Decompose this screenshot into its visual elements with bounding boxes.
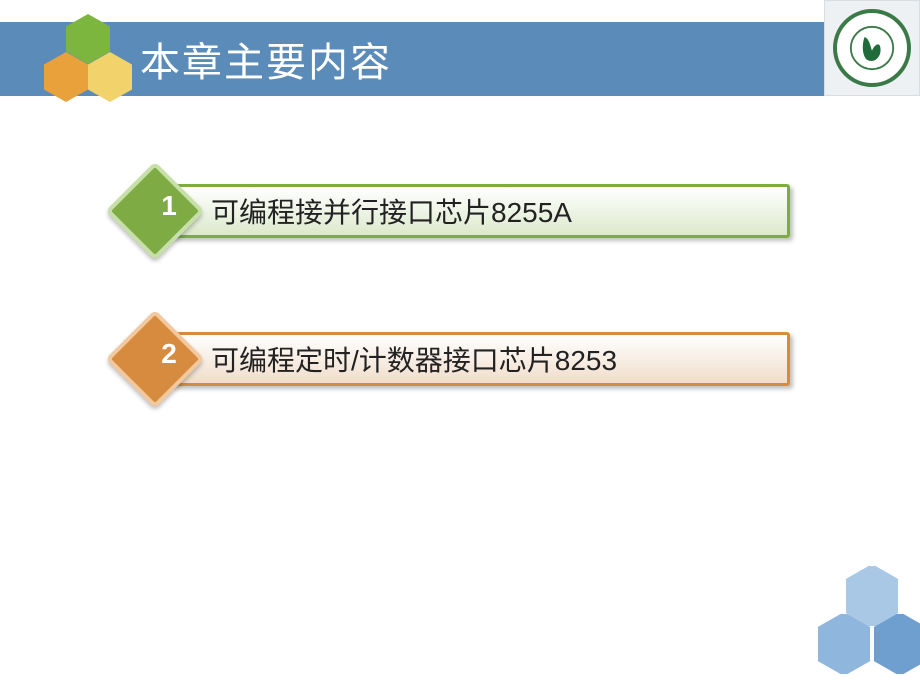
- hex-cluster-bottom-right: [780, 560, 920, 690]
- college-logo-icon: [833, 9, 911, 87]
- item-bar-1: 可编程接并行接口芯片8255A: [170, 184, 790, 238]
- page-title: 本章主要内容: [140, 30, 392, 88]
- list-item: 可编程定时/计数器接口芯片8253 2: [110, 326, 790, 392]
- diamond-badge-2-icon: [106, 310, 205, 409]
- logo-region: [824, 0, 920, 96]
- diamond-badge-1-icon: [106, 162, 205, 261]
- item-label: 可编程接并行接口芯片8255A: [211, 191, 572, 231]
- hex-cluster-top-left: [36, 14, 136, 114]
- content-list: 可编程接并行接口芯片8255A 1 可编程定时/计数器接口芯片8253 2: [110, 150, 790, 474]
- list-item: 可编程接并行接口芯片8255A 1: [110, 178, 790, 244]
- item-bar-2: 可编程定时/计数器接口芯片8253: [170, 332, 790, 386]
- item-label: 可编程定时/计数器接口芯片8253: [211, 339, 617, 379]
